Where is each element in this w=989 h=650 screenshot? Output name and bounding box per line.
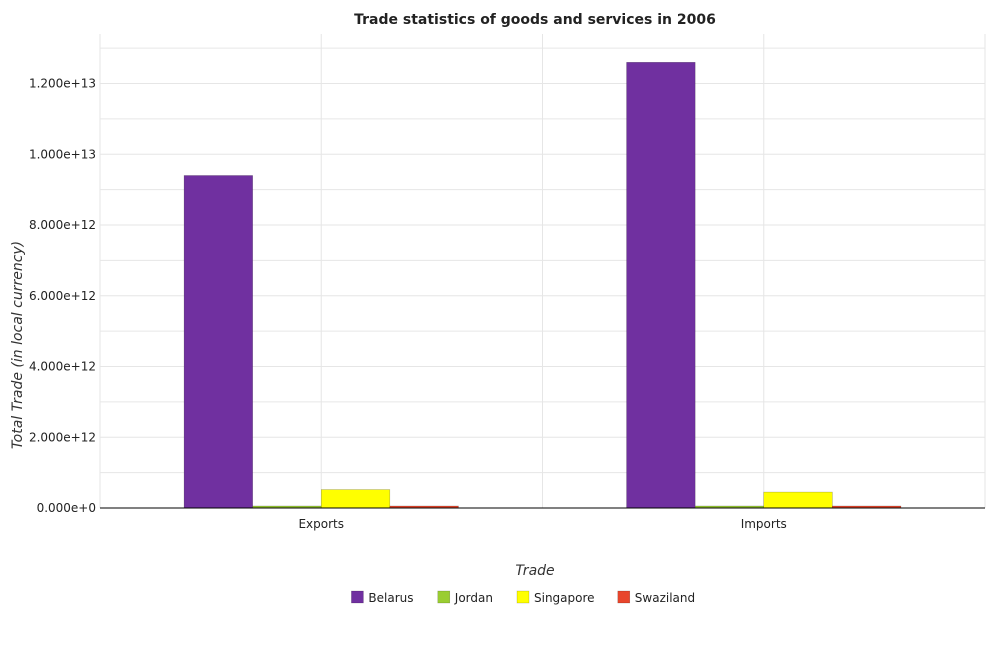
chart-title: Trade statistics of goods and services i… [354,12,716,28]
legend-label-belarus: Belarus [368,591,413,605]
legend-swatch-belarus [351,590,364,604]
y-tick-label: 4.000e+12 [29,360,96,374]
bar-belarus-imports [626,62,696,509]
bar-singapore-imports [763,491,833,509]
x-axis-label: Trade [515,563,554,579]
legend-label-singapore: Singapore [534,591,595,605]
legend-swatch-swaziland [617,590,631,604]
legend-label-jordan: Jordan [454,591,493,605]
y-tick-label: 8.000e+12 [29,218,96,232]
y-tick-label: 2.000e+12 [29,430,96,444]
legend: Belarus Jordan Singapore Swaziland [351,590,695,605]
legend-swatch-jordan [437,590,451,604]
x-tick-label: Exports [298,517,344,531]
x-tick-label: Imports [741,517,787,531]
y-axis-label: Total Trade (in local currency) [10,241,26,449]
y-tick-label: 1.200e+13 [29,77,96,91]
y-tick-label: 6.000e+12 [29,289,96,303]
bars [183,62,902,509]
x-tick-labels: Exports Imports [298,517,786,531]
y-tick-label: 1.000e+13 [29,147,96,161]
legend-label-swaziland: Swaziland [635,591,695,605]
y-tick-label: 0.000e+0 [37,501,96,515]
bar-belarus-exports [183,175,253,509]
legend-swatch-singapore [516,590,530,604]
y-tick-labels: 0.000e+0 2.000e+12 4.000e+12 6.000e+12 8.000… [29,77,96,515]
bar-singapore-exports [321,489,391,509]
